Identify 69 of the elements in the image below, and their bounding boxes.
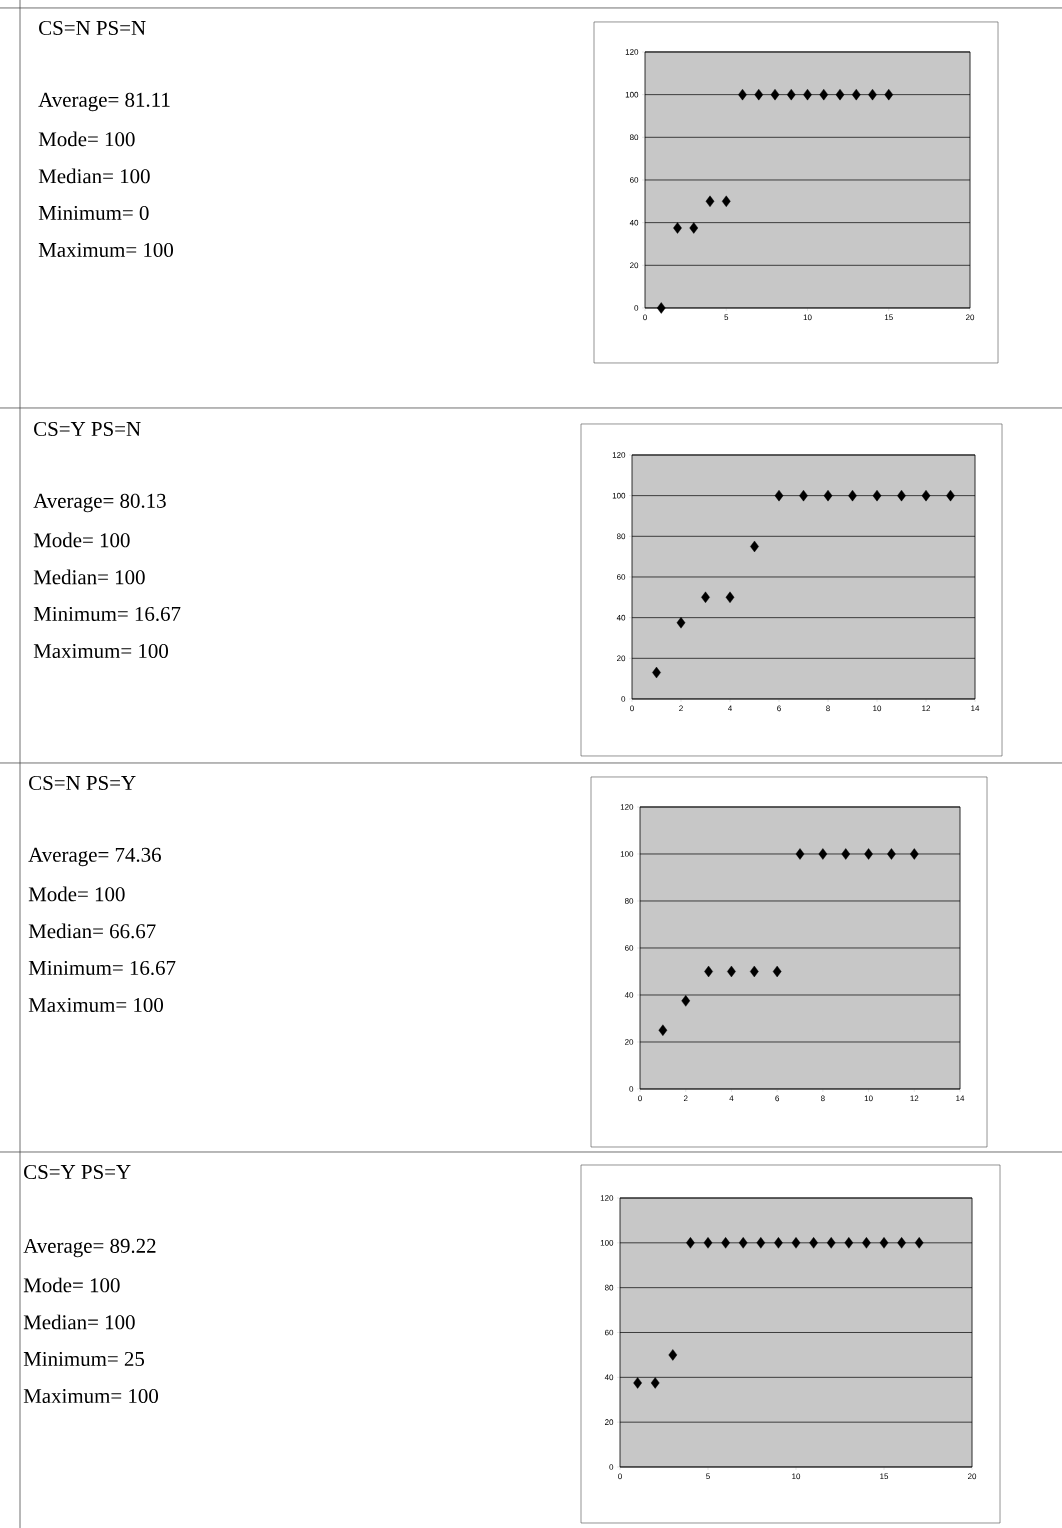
point xyxy=(795,848,805,860)
point xyxy=(681,995,691,1007)
text: Mode= 100 xyxy=(28,886,125,902)
point xyxy=(686,1237,695,1249)
point xyxy=(884,88,894,101)
point xyxy=(703,1237,713,1249)
point xyxy=(819,88,829,101)
point xyxy=(862,1237,871,1249)
point xyxy=(818,848,828,860)
text: Maximum= 100 xyxy=(33,643,168,659)
text: CS=Y PS=N xyxy=(34,421,141,436)
point xyxy=(823,489,833,502)
point xyxy=(689,222,699,234)
point xyxy=(826,1237,836,1249)
point xyxy=(921,489,931,502)
text: Mode= 100 xyxy=(33,532,130,548)
text: Average= 89.22 xyxy=(23,1238,156,1258)
point xyxy=(738,1237,748,1249)
point xyxy=(809,1237,818,1249)
point xyxy=(725,591,735,604)
text: Maximum= 100 xyxy=(28,997,163,1013)
point xyxy=(676,617,686,629)
point xyxy=(633,1377,642,1389)
text: Mode= 100 xyxy=(23,1277,120,1293)
point xyxy=(841,848,851,860)
point xyxy=(705,195,715,207)
text: Median= 100 xyxy=(38,168,150,184)
point xyxy=(772,965,782,978)
point xyxy=(756,1237,766,1249)
text: CS=N PS=N xyxy=(39,20,146,35)
point xyxy=(749,965,759,978)
point xyxy=(770,88,780,101)
point xyxy=(721,195,731,207)
text: Mode= 100 xyxy=(38,131,135,147)
point xyxy=(914,1237,924,1249)
point xyxy=(650,1377,660,1389)
point xyxy=(872,489,882,502)
text: Maximum= 100 xyxy=(38,242,174,258)
point xyxy=(844,1237,854,1249)
text: CS=N PS=Y xyxy=(29,775,136,791)
text: Median= 100 xyxy=(33,569,145,585)
point xyxy=(656,302,666,314)
point xyxy=(835,88,845,101)
point xyxy=(879,1237,889,1249)
text: Average= 81.11 xyxy=(38,92,170,112)
point xyxy=(791,1237,801,1249)
point xyxy=(887,848,896,860)
text: Minimum= 16.67 xyxy=(33,606,181,622)
text: CS=Y PS=Y xyxy=(24,1164,131,1180)
point xyxy=(658,1024,668,1036)
text: Average= 74.36 xyxy=(28,847,161,867)
point xyxy=(721,1237,730,1249)
text: Median= 100 xyxy=(23,1314,135,1330)
point xyxy=(673,222,682,234)
point xyxy=(864,848,873,860)
point xyxy=(774,1237,783,1249)
point xyxy=(774,489,784,502)
point xyxy=(897,1237,906,1249)
text: Median= 66.67 xyxy=(28,923,156,939)
point xyxy=(754,88,764,101)
text: Maximum= 100 xyxy=(23,1388,158,1404)
point xyxy=(786,88,796,101)
point xyxy=(668,1349,678,1361)
text: Minimum= 16.67 xyxy=(28,960,176,976)
text: Minimum= 0 xyxy=(38,205,149,221)
text: Average= 80.13 xyxy=(33,493,166,513)
point xyxy=(851,88,861,101)
text: Minimum= 25 xyxy=(23,1351,145,1367)
point xyxy=(909,848,919,860)
